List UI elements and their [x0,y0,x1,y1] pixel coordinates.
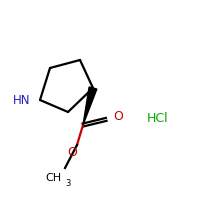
Polygon shape [83,87,97,125]
Text: O: O [113,110,123,123]
Text: O: O [67,146,77,160]
Text: 3: 3 [65,179,70,188]
Text: HN: HN [13,94,31,106]
Text: HCl: HCl [147,112,169,124]
Text: CH: CH [46,173,62,183]
